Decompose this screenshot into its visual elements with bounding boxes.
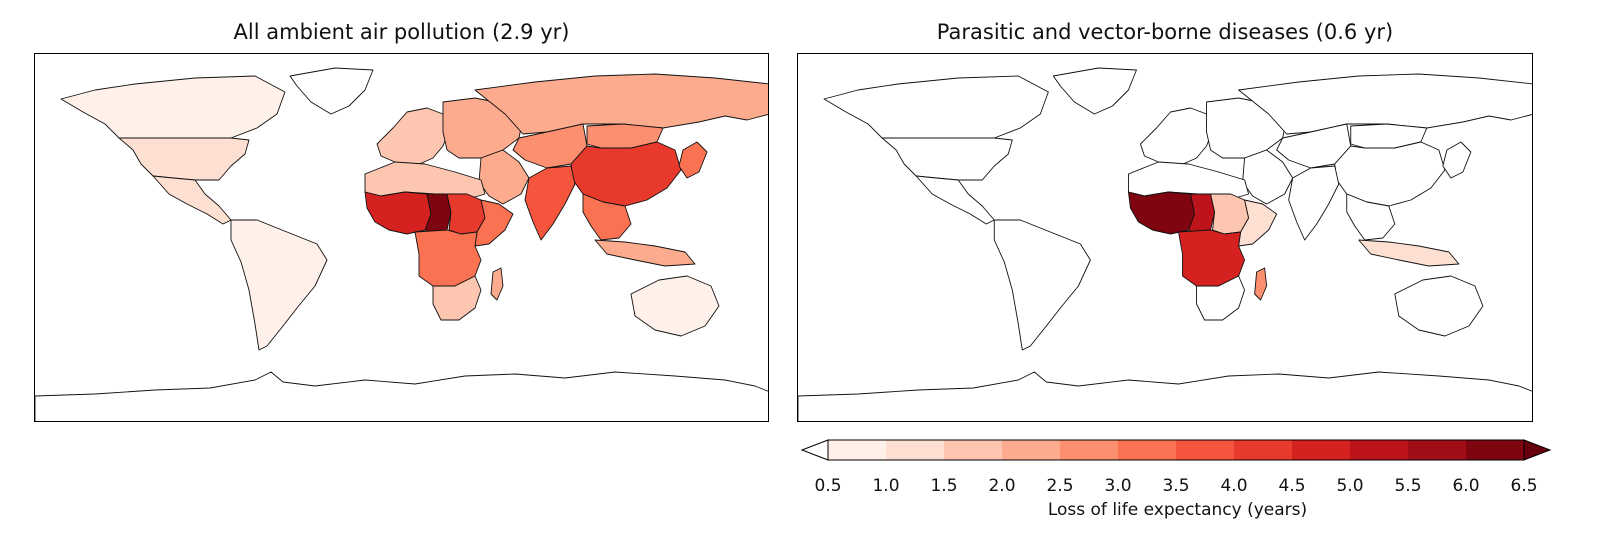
region-greenland [289, 67, 374, 115]
colorbar-segment [886, 440, 945, 460]
region-madagascar [1254, 267, 1268, 301]
left-panel-title: All ambient air pollution (2.9 yr) [233, 20, 570, 44]
region-antarctica [798, 371, 1532, 421]
region-japan-korea [678, 141, 708, 179]
region-madagascar [490, 267, 504, 301]
colorbar-tick-label: 2.0 [988, 476, 1016, 496]
region-sahel-west [1127, 191, 1195, 235]
colorbar-tick-label: 4.0 [1220, 476, 1248, 496]
colorbar: 0.5 1.0 1.5 2.0 2.5 3.0 3.5 4.0 4.5 5.0 5.5 6.0 6.5 … [800, 439, 1566, 528]
colorbar-tick-label: 0.5 [814, 476, 842, 496]
region-russia [474, 73, 768, 135]
region-russia [1238, 73, 1532, 135]
region-horn-africa [474, 199, 514, 247]
region-middle-east [478, 149, 530, 205]
region-central-africa [1178, 229, 1246, 287]
colorbar-segment [1002, 440, 1061, 460]
colorbar-tick-label: 1.0 [872, 476, 900, 496]
colorbar-tick-label: 3.5 [1162, 476, 1190, 496]
region-indonesia [594, 239, 696, 267]
region-north-america-north [60, 75, 286, 139]
region-southern-africa [432, 275, 482, 321]
colorbar-outline [827, 439, 1525, 461]
left-map-svg [35, 67, 768, 421]
region-se-asia [582, 193, 632, 241]
colorbar-segment [1118, 440, 1177, 460]
region-australia [1394, 275, 1484, 337]
colorbar-segment [1234, 440, 1293, 460]
colorbar-tick-label: 5.5 [1394, 476, 1422, 496]
left-map [34, 53, 769, 422]
region-mexico-central [915, 175, 995, 225]
colorbar-tick-label: 1.5 [930, 476, 958, 496]
right-map-svg [798, 67, 1532, 421]
region-se-asia [1346, 193, 1396, 241]
region-antarctica [35, 371, 768, 421]
colorbar-tick-label: 5.0 [1336, 476, 1364, 496]
colorbar-segment [1292, 440, 1351, 460]
region-mexico-central [152, 175, 232, 225]
region-usa [118, 137, 250, 181]
region-southern-africa [1196, 275, 1246, 321]
colorbar-tick-label: 6.5 [1510, 476, 1538, 496]
colorbar-tick-label: 3.0 [1104, 476, 1132, 496]
region-europe-west [1140, 107, 1214, 167]
colorbar-over-arrow [1523, 439, 1552, 461]
region-japan-korea [1442, 141, 1472, 179]
region-north-america-north [823, 75, 1049, 139]
region-europe-west [376, 107, 450, 167]
region-india [524, 165, 576, 241]
colorbar-label: Loss of life expectancy (years) [1047, 500, 1308, 520]
region-south-america [230, 219, 328, 351]
colorbar-segment [1408, 440, 1467, 460]
colorbar-svg [800, 439, 1552, 461]
colorbar-under-arrow [800, 439, 829, 461]
right-map [797, 53, 1533, 422]
colorbar-tick-label: 2.5 [1046, 476, 1074, 496]
region-horn-africa [1238, 199, 1278, 247]
colorbar-tick-label: 6.0 [1452, 476, 1480, 496]
colorbar-segment [1176, 440, 1235, 460]
region-greenland [1052, 67, 1137, 115]
region-central-africa [414, 229, 482, 287]
region-indonesia [1358, 239, 1460, 267]
colorbar-segment [828, 440, 887, 460]
region-australia [630, 275, 720, 337]
colorbar-segment [1060, 440, 1119, 460]
region-middle-east [1242, 149, 1294, 205]
region-usa [881, 137, 1013, 181]
region-south-america [993, 219, 1091, 351]
colorbar-segment [944, 440, 1003, 460]
colorbar-tick-label: 4.5 [1278, 476, 1306, 496]
region-india [1288, 165, 1340, 241]
colorbar-segment [1466, 440, 1525, 460]
colorbar-segment [1350, 440, 1409, 460]
region-sahel-west [364, 191, 432, 235]
right-panel-title: Parasitic and vector-borne diseases (0.6… [936, 20, 1394, 44]
